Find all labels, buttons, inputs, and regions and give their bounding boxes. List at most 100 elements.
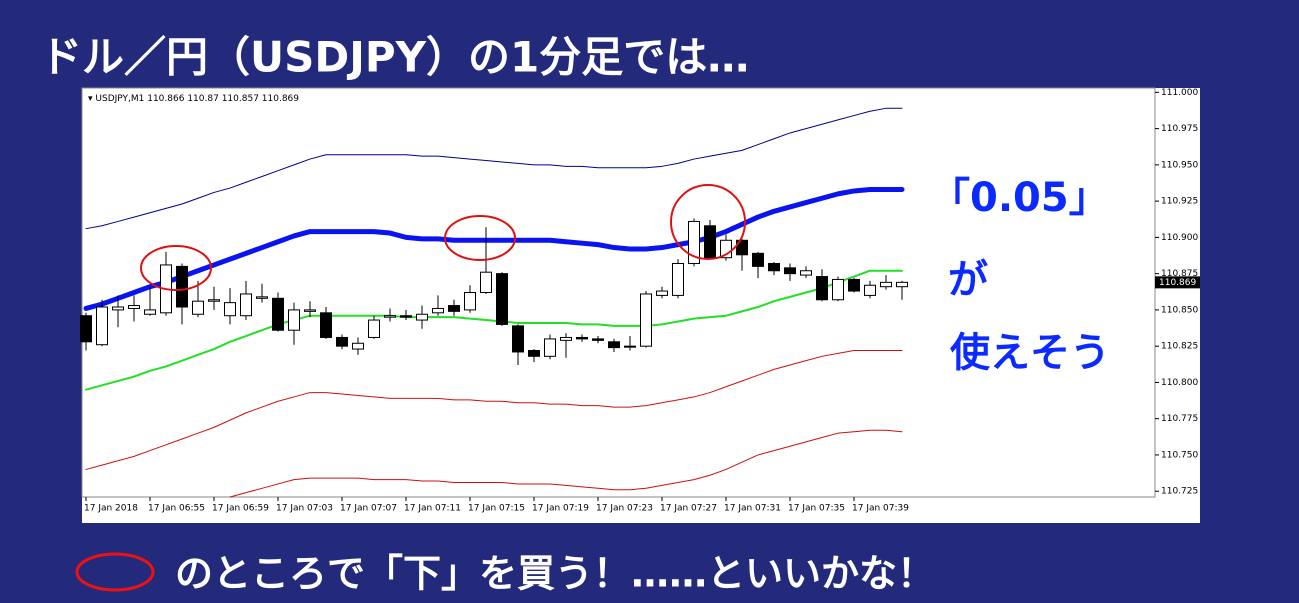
legend-circle bbox=[75, 552, 155, 592]
y-tick-label: 110.800 bbox=[1161, 378, 1198, 388]
candle-body bbox=[864, 284, 876, 296]
price-tag-label: 110.869 bbox=[1159, 278, 1196, 288]
footer-text: のところで「下」を買う！……といいかな！ bbox=[175, 552, 935, 596]
y-tick-label: 110.875 bbox=[1161, 269, 1198, 279]
note: が bbox=[948, 257, 988, 303]
header-open: 110.866 bbox=[147, 94, 184, 104]
candle-body bbox=[624, 345, 636, 348]
x-tick-label: 17 Jan 07:03 bbox=[276, 504, 333, 514]
candle-body bbox=[416, 313, 428, 321]
x-tick-label: 17 Jan 07:39 bbox=[852, 504, 909, 514]
candle-body bbox=[592, 338, 604, 341]
candle-body bbox=[240, 293, 252, 317]
candle-body bbox=[768, 262, 780, 272]
candle-body bbox=[784, 267, 796, 275]
symbol: USDJPY,M1 bbox=[95, 94, 144, 104]
candle-body bbox=[800, 270, 812, 276]
candle-body bbox=[736, 239, 748, 256]
candle-body bbox=[848, 278, 860, 292]
highlight-circle bbox=[140, 245, 212, 291]
candle-body bbox=[816, 276, 828, 301]
candle-body bbox=[832, 278, 844, 301]
header-close: 110.869 bbox=[262, 94, 299, 104]
candle-body bbox=[192, 300, 204, 315]
highlight-circle bbox=[444, 215, 516, 261]
slide-title: ドル／円（USDJPY）の1分足では… bbox=[40, 33, 749, 82]
x-tick-label: 17 Jan 07:11 bbox=[404, 504, 461, 514]
candle-body bbox=[432, 307, 444, 314]
candle-body bbox=[96, 306, 108, 346]
candle-body bbox=[880, 281, 892, 288]
candle-body bbox=[352, 342, 364, 350]
candle-body bbox=[320, 312, 332, 338]
y-tick-label: 110.950 bbox=[1161, 160, 1198, 170]
candle-body bbox=[144, 309, 156, 315]
candle-body bbox=[688, 220, 700, 264]
y-tick-label: 110.850 bbox=[1161, 305, 1198, 315]
header-low: 110.857 bbox=[222, 94, 259, 104]
y-tick-label: 110.725 bbox=[1161, 487, 1198, 497]
candle-body bbox=[576, 336, 588, 340]
candle-body bbox=[224, 302, 236, 317]
x-tick-label: 17 Jan 07:15 bbox=[468, 504, 525, 514]
candle-body bbox=[752, 252, 764, 267]
candle-body bbox=[448, 305, 460, 312]
price-tag bbox=[1155, 276, 1200, 289]
candle-body bbox=[288, 309, 300, 331]
candle-body bbox=[80, 315, 92, 343]
candle-body bbox=[272, 297, 284, 331]
x-tick-label: 17 Jan 06:59 bbox=[212, 504, 269, 514]
header-high: 110.87 bbox=[187, 94, 219, 104]
x-tick-label: 17 Jan 06:55 bbox=[148, 504, 205, 514]
candle-body bbox=[128, 305, 140, 309]
y-tick-label: 111.000 bbox=[1161, 88, 1198, 98]
band-line bbox=[85, 107, 903, 230]
candle-body bbox=[704, 225, 716, 259]
candle-body bbox=[336, 336, 348, 347]
y-tick-label: 110.750 bbox=[1161, 450, 1198, 460]
candle-body bbox=[208, 299, 220, 302]
x-tick-label: 17 Jan 07:27 bbox=[660, 504, 717, 514]
candle-body bbox=[544, 338, 556, 357]
x-tick-label: 17 Jan 07:35 bbox=[788, 504, 845, 514]
x-tick-label: 17 Jan 2018 bbox=[84, 504, 138, 514]
candle-body bbox=[176, 265, 188, 308]
x-tick-label: 17 Jan 07:31 bbox=[724, 504, 781, 514]
y-tick-label: 110.775 bbox=[1161, 414, 1198, 424]
candle-body bbox=[560, 336, 572, 341]
band-line bbox=[85, 269, 903, 391]
header-arrow: ▾ bbox=[88, 94, 95, 104]
x-tick-label: 17 Jan 07:19 bbox=[532, 504, 589, 514]
candle-body bbox=[496, 273, 508, 325]
candle-body bbox=[896, 281, 908, 288]
note: 「0.05」 bbox=[930, 175, 1109, 221]
candle-body bbox=[368, 319, 380, 338]
y-tick-label: 110.825 bbox=[1161, 342, 1198, 352]
candle-body bbox=[304, 309, 316, 312]
candle-body bbox=[608, 341, 620, 349]
band-line bbox=[83, 187, 905, 311]
candle-body bbox=[112, 306, 124, 311]
candle-body bbox=[640, 293, 652, 347]
x-tick-label: 17 Jan 07:23 bbox=[596, 504, 653, 514]
candle-body bbox=[400, 315, 412, 318]
chart-header: ▾ USDJPY,M1 110.866 110.87 110.857 110.8… bbox=[88, 94, 299, 104]
y-tick-label: 110.900 bbox=[1161, 233, 1198, 243]
band-line bbox=[229, 429, 903, 498]
candle-body bbox=[512, 325, 524, 353]
candle-body bbox=[720, 239, 732, 259]
note: 使えそう bbox=[950, 330, 1110, 376]
x-tick-label: 17 Jan 07:07 bbox=[340, 504, 397, 514]
candle-body bbox=[672, 262, 684, 296]
y-tick-label: 110.925 bbox=[1161, 197, 1198, 207]
candle-body bbox=[464, 292, 476, 311]
candle-body bbox=[384, 315, 396, 318]
candle-body bbox=[656, 290, 668, 296]
plot-frame bbox=[81, 87, 1156, 498]
candle-body bbox=[528, 350, 540, 357]
band-line bbox=[85, 350, 903, 470]
y-tick-label: 110.975 bbox=[1161, 124, 1198, 134]
highlight-circle bbox=[670, 184, 746, 260]
candle-body bbox=[480, 271, 492, 294]
